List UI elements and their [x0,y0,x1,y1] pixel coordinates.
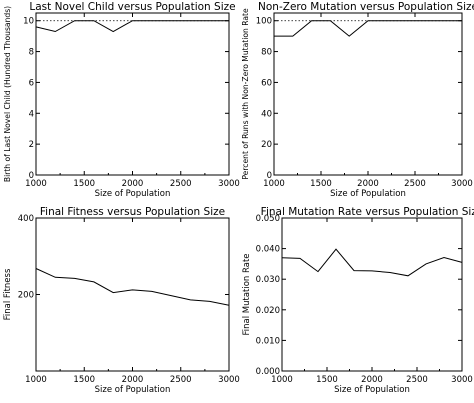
series-line [281,248,463,277]
y-tick-label: 0.050 [256,214,280,224]
x-tick-label: 1000 [271,375,293,385]
y-tick-label: 0 [267,171,272,181]
x-tick-label: 2000 [122,179,144,189]
y-tick-label: 2 [29,140,34,150]
x-tick-label: 2000 [122,375,144,385]
y-tick-label: 200 [18,291,34,301]
x-tick-label: 1500 [73,179,95,189]
y-tick-label: 8 [29,48,34,58]
y-tick-label: 0.020 [256,306,280,316]
y-axis-label: Birth of Last Novel Child (Hundred Thous… [3,6,12,182]
y-tick-label: 20 [261,140,272,150]
y-tick-label: 6 [29,78,34,88]
series-line [35,20,229,33]
x-axis-label: Size of Population [95,189,171,199]
y-tick-label: 0 [29,171,34,181]
y-axis-label: Percent of Runs with Non-Zero Mutation R… [241,8,250,180]
chart-title: Last Novel Child versus Population Size [29,1,235,13]
y-tick-label: 10 [23,17,34,27]
x-tick-label: 1000 [263,179,285,189]
y-axis-label: Final Fitness [3,268,13,320]
x-tick-label: 1500 [310,179,332,189]
x-tick-label: 3000 [451,375,473,385]
chart-title: Non-Zero Mutation versus Population Size [258,1,474,13]
y-tick-label: 0.010 [256,336,280,346]
chart-panel-1: Last Novel Child versus Population Size 1… [3,1,240,199]
plot-frame [35,12,230,176]
chart-title: Final Mutation Rate versus Population Si… [261,206,474,218]
plot-frame [273,12,463,176]
x-tick-label: 1000 [25,179,47,189]
x-tick-label: 3000 [218,375,240,385]
x-tick-label: 3000 [451,179,473,189]
x-tick-label: 1000 [25,375,47,385]
x-tick-label: 2500 [404,179,426,189]
y-tick-label: 400 [18,214,34,224]
y-tick-label: 40 [261,109,272,119]
y-tick-label: 0.030 [256,275,280,285]
y-axis-label: Final Mutation Rate [242,253,252,335]
plot-frame [35,217,230,372]
x-tick-label: 1500 [316,375,338,385]
x-tick-label: 2000 [357,179,379,189]
x-axis-label: Size of Population [330,189,406,199]
x-tick-label: 1500 [73,375,95,385]
x-tick-label: 2500 [170,375,192,385]
chart-panel-4: Final Mutation Rate versus Population Si… [242,206,474,395]
y-tick-label: 0.000 [256,367,280,377]
chart-panel-2: Non-Zero Mutation versus Population Size… [241,1,474,199]
y-tick-label: 100 [256,17,272,27]
x-tick-label: 3000 [218,179,240,189]
y-tick-label: 4 [29,109,34,119]
y-tick-label: 80 [261,48,272,58]
chart-title: Final Fitness versus Population Size [40,206,225,218]
series-line [35,268,230,306]
x-tick-label: 2000 [361,375,383,385]
x-tick-label: 2500 [170,179,192,189]
y-tick-label: 60 [261,78,272,88]
plot-frame [281,217,463,372]
x-axis-label: Size of Population [95,385,171,395]
x-axis-label: Size of Population [334,385,410,395]
x-tick-label: 2500 [406,375,428,385]
chart-panel-3: Final Fitness versus Population Size 1000… [3,206,240,395]
series-line [274,20,462,37]
y-tick-label: 0.040 [256,245,280,255]
